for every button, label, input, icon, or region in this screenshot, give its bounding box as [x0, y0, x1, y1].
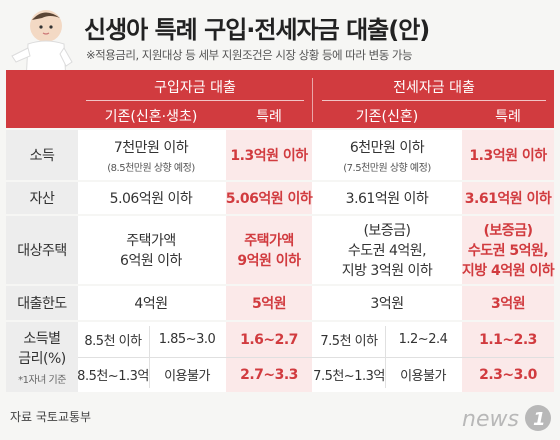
table-header: 구입자금 대출 기존(신혼·생초) 특례 전세자금 대출 기존(신혼) 특례 — [6, 70, 554, 128]
purchase-base-assets: 5.06억원 이하 — [109, 191, 193, 207]
table-row-rate: 소득별 금리(%) *1자녀 기준 8.5천 이하 1.85~3.0 1.6~2… — [6, 322, 554, 392]
table-row-limit: 대출한도 4억원 5억원 3억원 3억원 — [6, 286, 554, 320]
purchase-base-housing: 주택가액 6억원 이하 — [78, 216, 224, 284]
cell-value: 9억원 이하 — [237, 253, 301, 269]
divider — [322, 100, 546, 101]
jeonse-base-housing: (보증금) 수도권 4억원, 지방 3억원 이하 — [314, 216, 460, 284]
jeonse-special-housing: (보증금) 수도권 5억원, 지방 4억원 이하 — [461, 216, 555, 284]
cell-note: (8.5천만원 상향 예정) — [107, 162, 195, 174]
purchase-loan-header: 구입자금 대출 기존(신혼·생초) 특례 — [78, 70, 312, 128]
cell-note: (7.5천만원 상향 예정) — [343, 162, 431, 174]
cell-value: 지방 4억원 이하 — [461, 263, 555, 279]
table-row-income: 소득 7천만원 이하 (8.5천만원 상향 예정) 1.3억원 이하 6천만원 … — [6, 130, 554, 180]
source-credit: 자료 국토교통부 — [10, 410, 92, 424]
jeonse-loan-title: 전세자금 대출 — [393, 80, 475, 96]
cell-value: (보증금) — [363, 223, 411, 239]
cell-value: 지방 3억원 이하 — [341, 263, 433, 279]
purchase-base-limit: 4억원 — [134, 296, 168, 312]
cell-value: 7천만원 이하 — [113, 139, 189, 156]
purchase-special-housing: 주택가액 9억원 이하 — [226, 216, 312, 284]
divider — [149, 326, 150, 388]
purchase-income-bracket-2: 8.5천~1.3억 — [77, 369, 149, 384]
jeonse-loan-header: 전세자금 대출 기존(신혼) 특례 — [314, 70, 554, 128]
jeonse-special-limit: 3억원 — [462, 286, 554, 320]
table-row-housing: 대상주택 주택가액 6억원 이하 주택가액 9억원 이하 (보증금) 수도권 4… — [6, 216, 555, 284]
purchase-income-bracket-1: 8.5천 이하 — [84, 334, 142, 349]
cell-value: 주택가액 — [126, 233, 176, 249]
page-title: 신생아 특례 구입·전세자금 대출(안) — [84, 16, 430, 44]
purchase-special-income: 1.3억원 이하 — [226, 130, 312, 180]
row-label-assets: 자산 — [6, 182, 78, 214]
jeonse-base-column-label: 기존(신혼) — [355, 109, 419, 125]
cell-value: 수도권 5억원, — [467, 243, 549, 259]
divider — [385, 326, 386, 388]
row-label-limit: 대출한도 — [6, 286, 78, 320]
logo-text: news — [462, 407, 519, 432]
jeonse-special-income: 1.3억원 이하 — [462, 130, 554, 180]
jeonse-special-rate-1: 1.1~2.3 — [479, 331, 537, 348]
cell-value: 소득별 — [23, 331, 61, 347]
purchase-base-income: 7천만원 이하 (8.5천만원 상향 예정) — [78, 130, 224, 180]
purchase-base-column-label: 기존(신혼·생초) — [104, 109, 198, 125]
row-label-income: 소득 — [6, 130, 78, 180]
divider — [86, 100, 304, 101]
jeonse-special-rate-2: 2.3~3.0 — [479, 366, 537, 383]
jeonse-special-column-label: 특례 — [495, 109, 521, 125]
jeonse-rate-2: 이용불가 — [400, 369, 446, 384]
purchase-rate-1: 1.85~3.0 — [158, 332, 216, 347]
jeonse-base-assets: 3.61억원 이하 — [345, 191, 429, 207]
page-subtitle: ※적용금리, 지원대상 등 세부 지원조건은 시장 상황 등에 따라 변동 가능 — [86, 48, 413, 62]
purchase-special-assets: 5.06억원 이하 — [226, 182, 313, 214]
jeonse-base-income: 6천만원 이하 (7.5천만원 상향 예정) — [314, 130, 460, 180]
purchase-special-column-label: 특례 — [256, 109, 282, 125]
jeonse-base-limit: 3억원 — [370, 296, 404, 312]
jeonse-rate-1: 1.2~2.4 — [398, 332, 448, 347]
purchase-special-rate-2: 2.7~3.3 — [240, 366, 298, 383]
cell-value: (보증금) — [483, 223, 533, 239]
cell-value: 수도권 4억원, — [347, 243, 427, 259]
purchase-special-rate-1: 1.6~2.7 — [240, 331, 298, 348]
news1-logo: news 1 — [458, 402, 554, 434]
logo-mark: 1 — [533, 409, 546, 430]
row-label-rate: 소득별 금리(%) *1자녀 기준 — [6, 322, 78, 392]
purchase-rate-2: 이용불가 — [164, 369, 210, 384]
cell-note: *1자녀 기준 — [18, 375, 66, 386]
jeonse-income-bracket-2: 7.5천~1.3억 — [313, 369, 385, 384]
row-label-housing: 대상주택 — [6, 216, 78, 284]
cell-value: 금리(%) — [18, 351, 66, 367]
purchase-special-limit: 5억원 — [226, 286, 312, 320]
jeonse-income-bracket-1: 7.5천 이하 — [320, 334, 378, 349]
jeonse-special-assets: 3.61억원 이하 — [462, 182, 554, 214]
divider — [78, 357, 554, 358]
cell-value: 6천만원 이하 — [349, 139, 425, 156]
cell-value: 주택가액 — [244, 233, 294, 249]
purchase-loan-title: 구입자금 대출 — [154, 80, 236, 96]
cell-value: 6억원 이하 — [120, 253, 182, 269]
divider — [312, 78, 313, 122]
table-row-assets: 자산 5.06억원 이하 5.06억원 이하 3.61억원 이하 3.61억원 … — [6, 182, 554, 214]
